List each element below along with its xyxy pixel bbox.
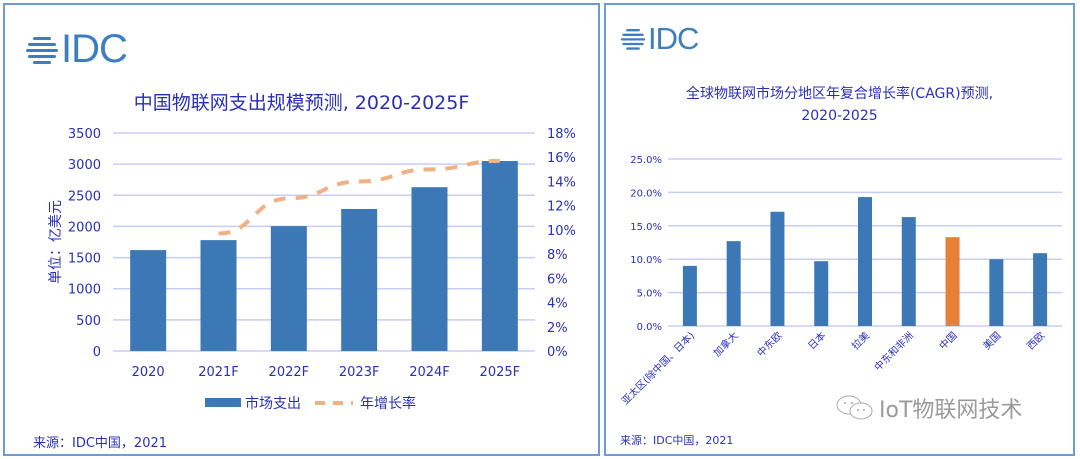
y2-tick-label: 6% <box>547 272 568 287</box>
x-tick-label: 中国 <box>936 329 959 352</box>
bar-中东和非洲 <box>901 217 916 326</box>
idc-logo-text: IDC <box>61 27 128 71</box>
y-tick-label: 15.0% <box>630 222 662 233</box>
y-tick-label: 3000 <box>68 158 101 173</box>
idc-logo-text: IDC <box>648 21 699 56</box>
y2-tick-label: 14% <box>547 175 576 190</box>
legend-swatch-spending <box>205 398 241 407</box>
y-tick-label: 500 <box>76 314 101 329</box>
y-tick-label: 3500 <box>68 127 101 142</box>
y-tick-label: 10.0% <box>630 255 662 266</box>
right-source-note: 来源：IDC中国，2021 <box>620 434 734 447</box>
y2-tick-label: 2% <box>547 321 568 336</box>
watermark: IoT物联网技术 <box>835 392 1022 424</box>
y-tick-label: 5.0% <box>637 289 662 300</box>
growth-rate-line <box>218 158 500 236</box>
x-tick-label: 中东和非洲 <box>871 329 916 374</box>
left-chart-panel: IDC 中国物联网支出规模预测, 2020-2025F 0 500 1000 1500… <box>3 3 600 456</box>
y-tick-label: 25.0% <box>630 155 662 166</box>
bar-中国 <box>945 237 960 326</box>
bar-美国 <box>989 259 1004 326</box>
legend-label-growth: 年增长率 <box>360 395 416 412</box>
x-tick-label: 西欧 <box>1025 330 1048 353</box>
y2-tick-label: 8% <box>547 248 568 263</box>
bar-日本 <box>814 261 829 326</box>
bar-亚太区(除中国、日本) <box>682 265 697 326</box>
bar-2021F <box>200 240 237 351</box>
x-tick-label: 2020 <box>132 365 165 380</box>
x-tick-label: 拉美 <box>849 329 872 352</box>
x-tick-label: 2025F <box>480 365 521 380</box>
y2-tick-label: 10% <box>547 224 576 239</box>
left-source-note: 来源：IDC中国，2021 <box>33 436 168 451</box>
x-tick-label: 中东欧 <box>754 329 784 359</box>
left-chart-plot: 0 500 1000 1500 2000 2500 3000 3500 0% 2% 4% 6% 8% 10… <box>48 127 576 412</box>
x-tick-label: 美国 <box>980 329 1003 352</box>
y2-tick-label: 16% <box>547 151 576 166</box>
watermark-text: IoT物联网技术 <box>879 398 1023 423</box>
x-tick-label: 2022F <box>269 365 310 380</box>
x-tick-label: 日本 <box>805 329 828 352</box>
x-tick-label: 2021F <box>198 365 239 380</box>
right-chart-title: 全球物联网市场分地区年复合增长率(CAGR)预测, 2020-2025 <box>606 83 1073 127</box>
bar-2024F <box>411 187 448 351</box>
globe-icon <box>26 36 58 64</box>
y-tick-label: 1000 <box>68 283 101 298</box>
right-chart-panel: IDC 全球物联网市场分地区年复合增长率(CAGR)预测, 2020-2025 … <box>604 3 1075 456</box>
idc-logo: IDC <box>620 21 699 57</box>
wechat-icon <box>836 395 873 420</box>
x-tick-label: 2024F <box>409 365 450 380</box>
left-chart-title: 中国物联网支出规模预测, 2020-2025F <box>133 92 470 114</box>
y2-tick-label: 0% <box>547 345 568 360</box>
bar-拉美 <box>858 197 872 326</box>
bar-2023F <box>341 208 378 351</box>
y-tick-label: 0 <box>93 345 101 360</box>
y-axis-label: 单位：亿美元 <box>48 200 64 284</box>
x-tick-label: 2023F <box>339 365 380 380</box>
bar-中东欧 <box>770 211 785 326</box>
y-tick-label: 20.0% <box>630 188 662 199</box>
right-chart-title-line1: 全球物联网市场分地区年复合增长率(CAGR)预测, <box>685 86 994 102</box>
idc-logo: IDC <box>25 27 128 72</box>
right-chart-plot: 0.0% 5.0% 10.0% 15.0% 20.0% 25.0% 亚太区(除中国、日本) 加… <box>619 155 1062 407</box>
y2-tick-label: 12% <box>547 200 576 215</box>
y2-tick-label: 4% <box>547 297 568 312</box>
legend-label-spending: 市场支出 <box>245 395 301 412</box>
globe-icon <box>620 29 646 50</box>
x-tick-label: 亚太区(除中国、日本) <box>619 329 697 407</box>
bar-加拿大 <box>726 241 741 326</box>
y2-tick-label: 18% <box>547 127 576 142</box>
right-chart-title-line2: 2020-2025 <box>801 108 878 124</box>
x-tick-label: 加拿大 <box>710 329 740 359</box>
y-tick-label: 1500 <box>68 252 101 267</box>
y-tick-label: 2500 <box>68 189 101 204</box>
bar-2022F <box>270 226 307 351</box>
bar-2020 <box>130 250 167 351</box>
y-tick-label: 2000 <box>68 220 101 235</box>
y-tick-label: 0.0% <box>637 322 662 333</box>
bar-2025F <box>481 161 518 351</box>
bar-西欧 <box>1033 253 1048 326</box>
